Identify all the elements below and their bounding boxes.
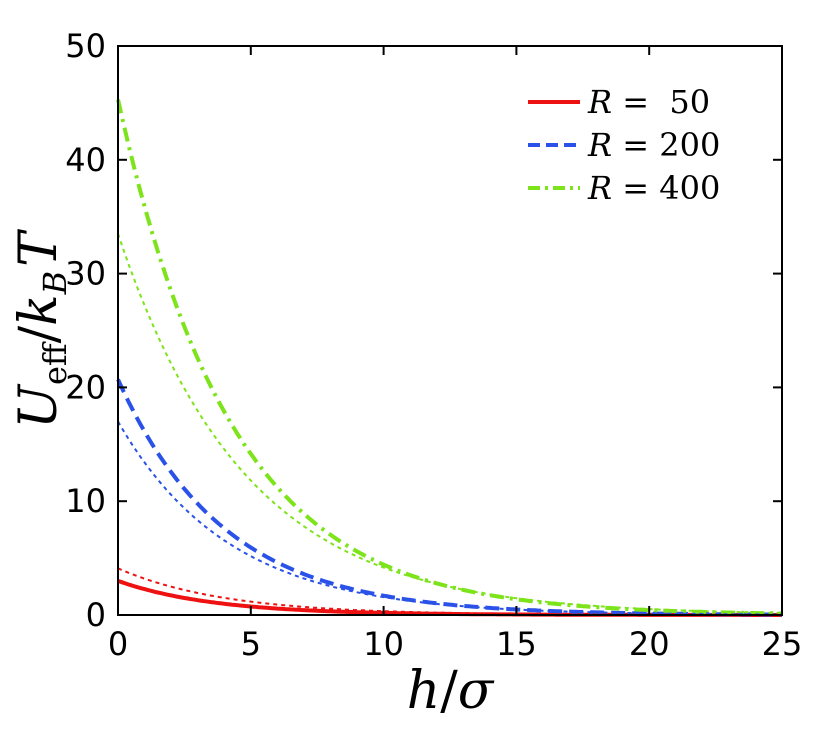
x-tick-label-5: 25 — [762, 625, 803, 663]
y-tick-label-2: 20 — [65, 368, 106, 406]
legend-label-1: R = 200 — [587, 126, 720, 164]
x-tick-label-0: 0 — [108, 625, 128, 663]
x-axis-label: h/σ — [407, 661, 495, 721]
y-tick-label-5: 50 — [65, 27, 106, 65]
y-tick-label-1: 10 — [65, 482, 106, 520]
series-line-4 — [117, 420, 782, 616]
legend-label-2: R = 400 — [587, 169, 720, 207]
series-line-1 — [116, 378, 782, 617]
series-line-5 — [117, 233, 782, 614]
legend-label-0: R = 50 — [587, 83, 710, 121]
x-tick-label-2: 10 — [363, 625, 404, 663]
legend: R = 50 R = 200 R = 400 — [528, 83, 720, 207]
x-tick-label-3: 15 — [496, 625, 537, 663]
axes-frame — [117, 45, 783, 616]
y-tick-label-3: 30 — [65, 255, 106, 293]
series-line-2 — [116, 99, 783, 616]
x-tick-label-4: 20 — [629, 625, 670, 663]
y-tick-label-4: 40 — [65, 141, 106, 179]
x-tick-label-1: 5 — [241, 625, 261, 663]
axis-ticks: 0 5 10 15 20 25 0 10 20 30 40 50 — [65, 27, 802, 663]
series-line-3 — [117, 567, 782, 616]
y-axis-label: Ueff/kBT — [9, 229, 74, 429]
y-tick-label-0: 0 — [86, 596, 106, 634]
